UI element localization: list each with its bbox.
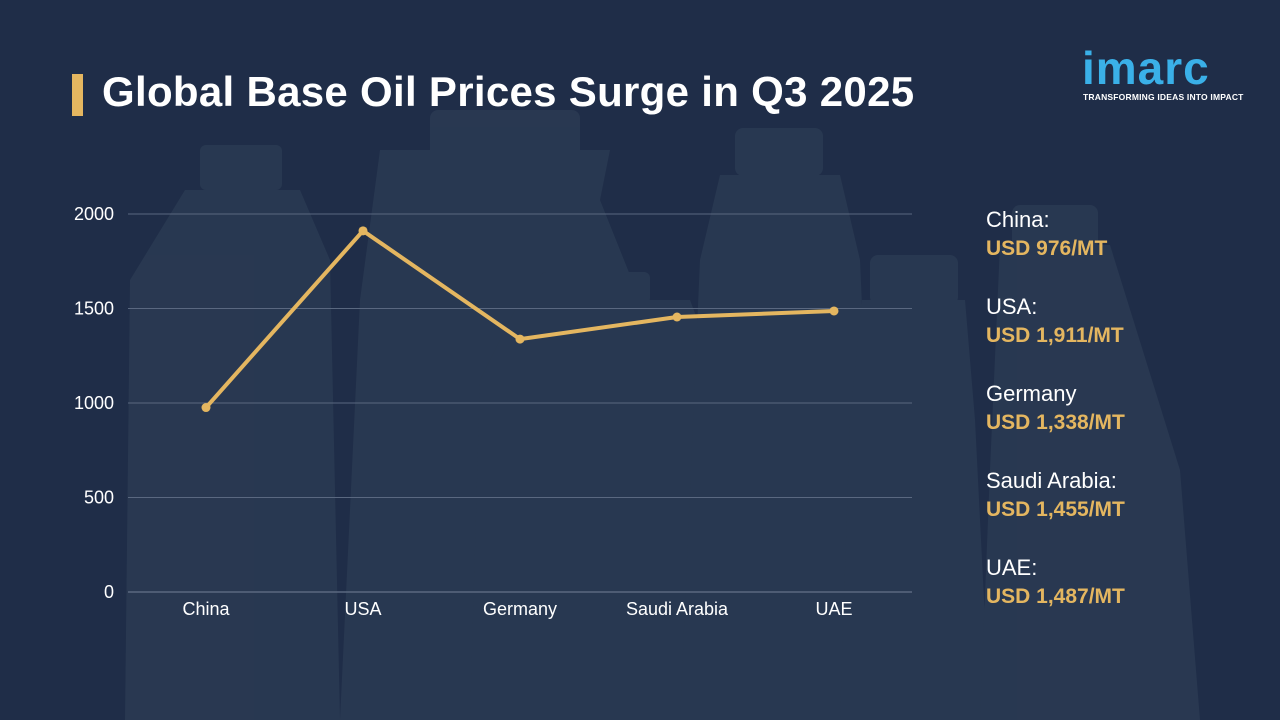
legend-item-germany: Germany USD 1,338/MT xyxy=(986,380,1266,467)
x-tick-label: Germany xyxy=(483,599,557,619)
y-tick-label: 1500 xyxy=(74,299,114,319)
x-tick-label: Saudi Arabia xyxy=(626,599,729,619)
title-accent-bar xyxy=(72,74,83,116)
legend-country: China: xyxy=(986,207,1050,232)
y-axis-ticks: 0 500 1000 1500 2000 xyxy=(74,204,114,602)
x-tick-label: USA xyxy=(344,599,381,619)
y-tick-label: 2000 xyxy=(74,204,114,224)
legend-country: Germany xyxy=(986,381,1077,406)
legend-item-usa: USA: USD 1,911/MT xyxy=(986,293,1266,380)
data-point xyxy=(829,306,839,316)
legend-price: USD 1,455/MT xyxy=(986,498,1125,521)
data-points xyxy=(201,226,839,413)
legend-item-saudi-arabia: Saudi Arabia: USD 1,455/MT xyxy=(986,467,1266,554)
data-point xyxy=(201,403,211,413)
x-axis-ticks: China USA Germany Saudi Arabia UAE xyxy=(182,599,852,619)
x-tick-label: UAE xyxy=(815,599,852,619)
legend-price: USD 976/MT xyxy=(986,237,1108,260)
logo-tagline: TRANSFORMING IDEAS INTO IMPACT xyxy=(1083,92,1244,102)
legend-country: Saudi Arabia: xyxy=(986,468,1117,493)
data-point xyxy=(515,334,525,344)
x-tick-label: China xyxy=(182,599,230,619)
page-title: Global Base Oil Prices Surge in Q3 2025 xyxy=(102,68,915,115)
logo-wordmark: imarc xyxy=(1082,42,1210,94)
legend-price: USD 1,338/MT xyxy=(986,411,1125,434)
y-tick-label: 1000 xyxy=(74,393,114,413)
price-legend: China: USD 976/MT USA: USD 1,911/MT Germ… xyxy=(986,206,1266,641)
legend-price: USD 1,487/MT xyxy=(986,585,1125,608)
legend-item-china: China: USD 976/MT xyxy=(986,206,1266,293)
y-tick-label: 0 xyxy=(104,582,114,602)
chart-gridlines xyxy=(128,213,912,593)
data-point xyxy=(672,312,682,322)
series-line-price xyxy=(204,228,836,410)
legend-country: UAE: xyxy=(986,555,1038,580)
imarc-logo: imarc TRANSFORMING IDEAS INTO IMPACT xyxy=(1082,32,1252,104)
legend-item-uae: UAE: USD 1,487/MT xyxy=(986,554,1266,641)
legend-price: USD 1,911/MT xyxy=(986,324,1124,347)
data-point xyxy=(358,226,368,236)
y-tick-label: 500 xyxy=(84,488,114,508)
legend-country: USA: xyxy=(986,294,1038,319)
